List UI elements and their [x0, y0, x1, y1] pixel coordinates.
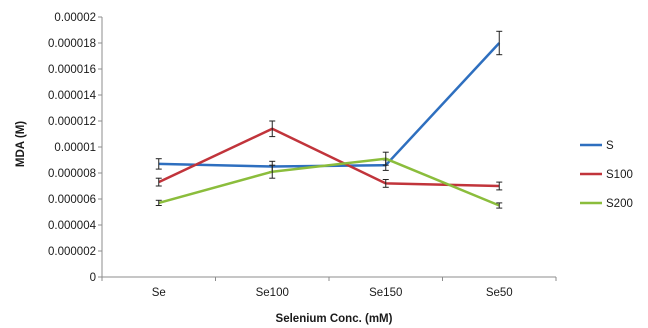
y-tick-label: 0.000008: [48, 168, 96, 180]
error-bar-s100: [496, 181, 503, 191]
error-bar-s200: [155, 199, 162, 206]
x-axis-ticks: Se Se100 Se150 Se50: [101, 277, 557, 299]
x-tick-label: Se150: [369, 287, 402, 299]
series-line-s200: [158, 157, 500, 207]
series-line-s: [158, 42, 501, 168]
y-tick-label: 0.000016: [48, 64, 96, 76]
y-tick-label: 0: [90, 272, 96, 284]
series-layer: [155, 30, 503, 209]
legend-label: S200: [606, 198, 633, 210]
series-s200: [155, 151, 503, 209]
y-tick-label: 0.000002: [48, 246, 96, 258]
legend-item-s200: S200: [580, 198, 633, 210]
y-tick-label: 0.00002: [54, 12, 96, 24]
y-tick-label: 0.000004: [48, 220, 97, 232]
y-tick-label: 0.000014: [48, 90, 97, 102]
y-axis-ticks: 0 0.000002 0.000004 0.000006 0.000008 0.00001…: [48, 12, 102, 284]
y-tick-label: 0.00001: [54, 142, 96, 154]
x-tick-label: Se100: [256, 287, 289, 299]
legend-label: S: [606, 140, 614, 152]
y-tick-label: 0.000018: [48, 38, 96, 50]
error-bar-s: [155, 158, 162, 170]
y-tick-label: 0.000006: [48, 194, 96, 206]
error-bar-s: [496, 30, 503, 56]
legend-label: S100: [606, 169, 633, 181]
x-tick-label: Se50: [486, 287, 513, 299]
y-tick-label: 0.000012: [48, 116, 96, 128]
series-line-s100: [158, 127, 500, 188]
x-axis-title: Selenium Conc. (mM): [276, 313, 393, 325]
legend-item-s: S: [580, 140, 614, 152]
legend-item-s100: S100: [580, 169, 633, 181]
y-axis-title: MDA (M): [15, 121, 27, 167]
legend: S S100 S200: [580, 140, 633, 210]
x-tick-label: Se: [152, 287, 166, 299]
series-s100: [155, 120, 503, 191]
error-bar-s100: [155, 177, 162, 187]
error-bar-s200: [382, 151, 389, 166]
series-s: [155, 30, 503, 173]
error-bar-s200: [269, 164, 276, 179]
error-bar-s100: [269, 120, 276, 138]
error-bar-s100: [382, 179, 389, 188]
error-bar-s200: [496, 202, 503, 209]
